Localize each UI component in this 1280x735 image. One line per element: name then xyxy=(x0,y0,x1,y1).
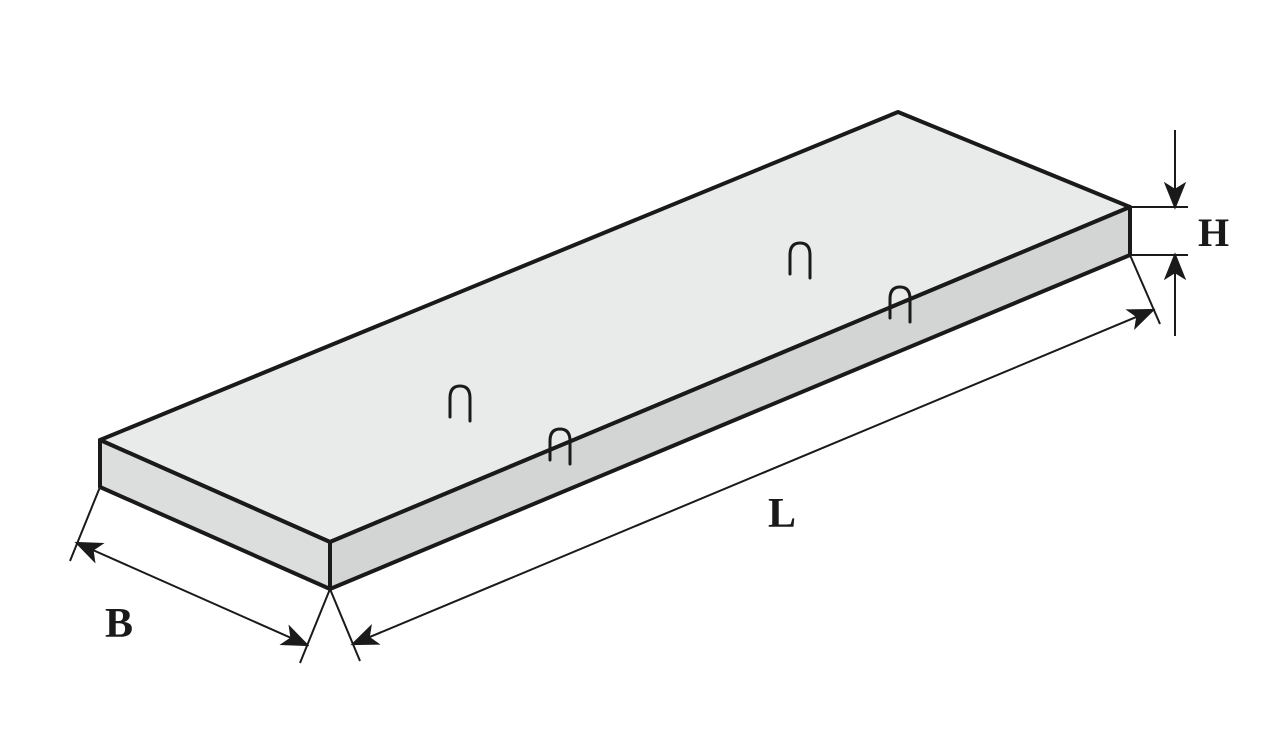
dimension-L-label: L xyxy=(768,491,796,537)
dimension-H-label: H xyxy=(1198,210,1229,255)
diagram-canvas: B L H xyxy=(0,0,1280,735)
dimension-H: H xyxy=(1130,130,1229,336)
slab xyxy=(100,112,1130,589)
dimension-B-label: B xyxy=(105,601,133,647)
